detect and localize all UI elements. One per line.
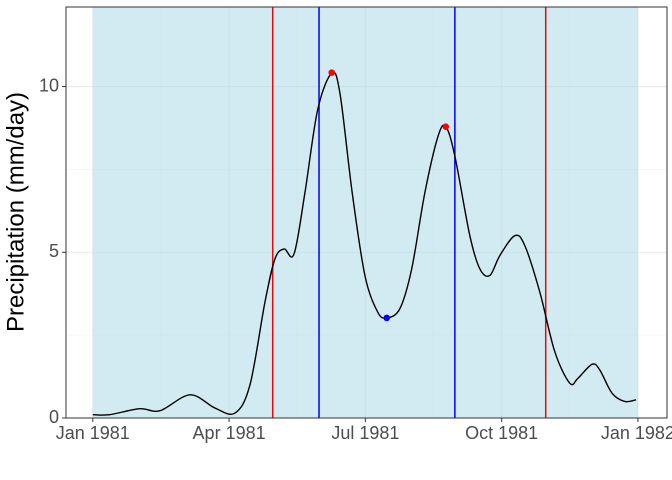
y-tick-label: 5 <box>49 241 59 261</box>
y-tick-label: 10 <box>39 75 59 95</box>
y-axis-label: Precipitation (mm/day) <box>2 92 29 332</box>
precipitation-line <box>92 71 637 416</box>
y-tick-label: 0 <box>49 407 59 427</box>
point <box>383 314 391 322</box>
x-tick-label: Jan 1981 <box>56 423 130 443</box>
x-tick-label: Jan 1982 <box>601 423 672 443</box>
x-tick-label: Oct 1981 <box>465 423 538 443</box>
point <box>328 69 336 76</box>
shaded-region <box>92 7 638 418</box>
point <box>442 123 450 130</box>
panel-border <box>65 6 668 419</box>
x-tick-label: Jul 1981 <box>331 423 399 443</box>
x-tick-label: Apr 1981 <box>193 423 266 443</box>
